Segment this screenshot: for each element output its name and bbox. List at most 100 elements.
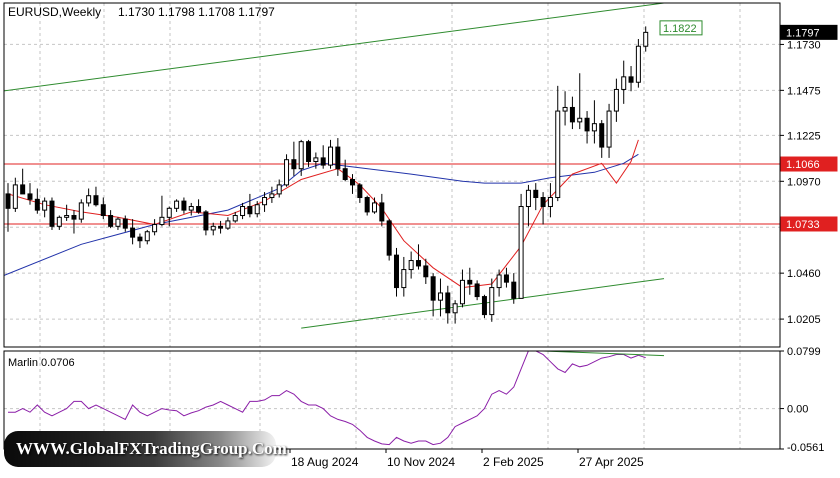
- candle-body-61: [452, 303, 458, 314]
- candle-71: [525, 184, 531, 227]
- candle-body-17: [130, 227, 136, 238]
- candle-body-59: [437, 292, 443, 301]
- candle-body-19: [144, 231, 150, 242]
- candle-73: [540, 192, 546, 225]
- candle-body-52: [386, 220, 392, 256]
- grid: [4, 3, 780, 449]
- candle-body-14: [108, 215, 114, 227]
- candle-41: [306, 139, 312, 167]
- candle-31: [232, 211, 238, 223]
- candle-body-30: [225, 220, 231, 229]
- candle-70: [518, 193, 524, 299]
- candle-body-73: [540, 197, 546, 208]
- candle-body-18: [137, 236, 143, 242]
- candle-2: [20, 168, 26, 195]
- candle-body-29: [218, 225, 224, 229]
- marlin-line: [8, 351, 646, 446]
- candle-body-24: [181, 200, 187, 211]
- candle-52: [386, 219, 392, 261]
- candle-28: [210, 222, 216, 236]
- osc-pane-frame: [3, 350, 781, 450]
- candle-77: [569, 96, 575, 130]
- candle-body-6: [49, 200, 55, 227]
- candle-56: [415, 244, 421, 270]
- candle-body-80: [591, 123, 597, 132]
- candle-64: [474, 280, 480, 301]
- candle-body-33: [247, 206, 253, 215]
- candle-32: [240, 202, 246, 220]
- candle-7: [56, 215, 62, 230]
- candle-body-54: [401, 269, 407, 289]
- candle-5: [42, 197, 48, 218]
- candle-body-3: [27, 193, 33, 200]
- price-label-2: 1.0733: [780, 216, 838, 232]
- candle-36: [269, 186, 275, 203]
- candle-body-81: [599, 123, 605, 148]
- candle-18: [137, 233, 143, 248]
- candle-48: [357, 183, 363, 203]
- candle-body-8: [64, 215, 70, 218]
- candle-body-83: [613, 88, 619, 112]
- candle-65: [481, 294, 487, 319]
- candle-23: [174, 199, 180, 212]
- candle-body-67: [496, 274, 502, 289]
- x-tick-label-3: 27 Apr 2025: [579, 455, 644, 469]
- price-label-1: 1.1066: [780, 156, 838, 172]
- candle-body-32: [240, 206, 246, 217]
- y-tick-label-5: 1.1475: [787, 85, 821, 97]
- candle-86: [635, 39, 641, 88]
- candle-60: [445, 285, 451, 324]
- candle-10: [78, 199, 84, 223]
- candle-body-0: [5, 193, 11, 209]
- oscillator: [8, 351, 665, 446]
- candle-45: [335, 138, 341, 176]
- candle-body-69: [511, 281, 517, 299]
- divergence-line: [543, 351, 665, 357]
- candle-83: [613, 78, 619, 122]
- candle-body-12: [93, 195, 99, 206]
- candle-body-9: [71, 215, 77, 220]
- candle-body-48: [357, 184, 363, 199]
- price-label-2-box: [780, 216, 838, 232]
- candle-body-60: [445, 292, 451, 314]
- symbol-title: EURUSD,Weekly: [8, 5, 101, 19]
- candle-body-35: [262, 197, 268, 206]
- candle-85: [628, 66, 634, 92]
- candle-body-77: [569, 106, 575, 123]
- candle-body-31: [232, 215, 238, 222]
- y-tick-label-6: 1.1730: [787, 39, 821, 51]
- candle-body-56: [415, 260, 421, 267]
- candle-body-49: [364, 197, 370, 213]
- candle-body-34: [254, 204, 260, 215]
- candle-body-82: [606, 110, 612, 148]
- price-label-1-box: [780, 156, 838, 172]
- candle-body-50: [372, 202, 377, 213]
- candle-body-20: [152, 224, 158, 233]
- candle-62: [459, 269, 465, 308]
- oscillator-title: Marlin 0.0706: [8, 357, 75, 369]
- candle-13: [100, 197, 106, 220]
- candle-body-2: [20, 184, 26, 195]
- candle-3: [27, 183, 33, 205]
- candle-17: [130, 219, 136, 245]
- candle-body-36: [269, 193, 275, 199]
- candle-0: [5, 183, 11, 232]
- candle-25: [188, 202, 194, 216]
- text-labels: 1.02051.04601.07151.09701.12251.14751.17…: [8, 5, 838, 469]
- candle-15: [115, 217, 121, 230]
- candle-body-51: [379, 202, 385, 222]
- x-tick-label-2: 2 Feb 2025: [483, 455, 544, 469]
- candle-26: [196, 199, 202, 214]
- candle-51: [379, 193, 385, 227]
- overlay-lines: [4, 3, 780, 329]
- candle-body-65: [481, 296, 487, 316]
- osc-tick-label-2: -0.0561: [787, 442, 824, 454]
- main-pane-frame: [3, 2, 781, 348]
- candle-19: [144, 229, 150, 245]
- candle-body-22: [166, 207, 172, 218]
- candle-body-45: [335, 146, 341, 170]
- candle-74: [547, 183, 553, 218]
- osc-tick-label-1: 0.00: [787, 404, 808, 416]
- candle-body-46: [342, 168, 348, 181]
- candle-body-47: [350, 179, 356, 186]
